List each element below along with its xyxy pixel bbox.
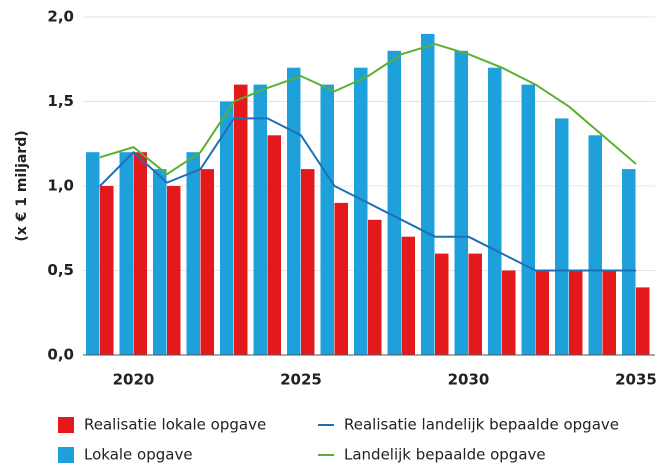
bar	[368, 219, 382, 355]
bar	[334, 202, 348, 355]
legend-label: Landelijk bepaalde opgave	[344, 446, 546, 464]
line	[99, 117, 636, 272]
legend-swatch	[58, 447, 74, 463]
y-tick-label: 1,5	[47, 92, 74, 110]
legend-label: Realisatie lokale opgave	[84, 416, 266, 434]
bar	[220, 101, 234, 355]
bar	[454, 50, 468, 356]
legend-label: Lokale opgave	[84, 446, 193, 464]
bar	[200, 169, 214, 355]
bar	[636, 287, 650, 355]
bar	[301, 169, 315, 355]
bar	[253, 84, 267, 355]
x-tick-label: 2020	[113, 371, 155, 389]
line	[99, 43, 637, 176]
y-tick-label: 2,0	[47, 8, 74, 26]
bar	[521, 84, 535, 355]
bar	[421, 33, 435, 356]
y-tick-label: 0,5	[47, 261, 74, 279]
bar	[555, 118, 569, 356]
bar	[186, 152, 200, 355]
bar	[401, 236, 415, 355]
bar	[622, 169, 636, 355]
y-tick-label: 0,0	[47, 346, 74, 364]
bar	[86, 152, 100, 355]
y-tick-label: 1,0	[47, 177, 74, 195]
bar	[133, 152, 147, 355]
bar	[602, 270, 616, 355]
y-axis-label: (x € 1 miljard)	[14, 130, 30, 241]
bar	[234, 84, 248, 355]
bar	[354, 67, 368, 355]
legend-label: Realisatie landelijk bepaalde opgave	[344, 416, 619, 434]
x-tick-label: 2035	[615, 371, 657, 389]
bar	[167, 186, 181, 355]
bar	[569, 270, 583, 355]
bar	[320, 84, 334, 355]
bar	[468, 253, 482, 355]
legend-swatch	[58, 417, 74, 433]
bar	[488, 67, 502, 355]
x-tick-label: 2025	[280, 371, 322, 389]
bar	[502, 270, 516, 355]
bar	[119, 152, 133, 355]
bar	[387, 50, 401, 356]
bar	[535, 270, 549, 355]
bar	[267, 135, 281, 355]
bar	[100, 186, 114, 355]
bar	[153, 169, 167, 355]
x-tick-label: 2030	[448, 371, 490, 389]
bar	[435, 253, 449, 355]
bar	[588, 135, 602, 355]
bar	[287, 67, 301, 355]
